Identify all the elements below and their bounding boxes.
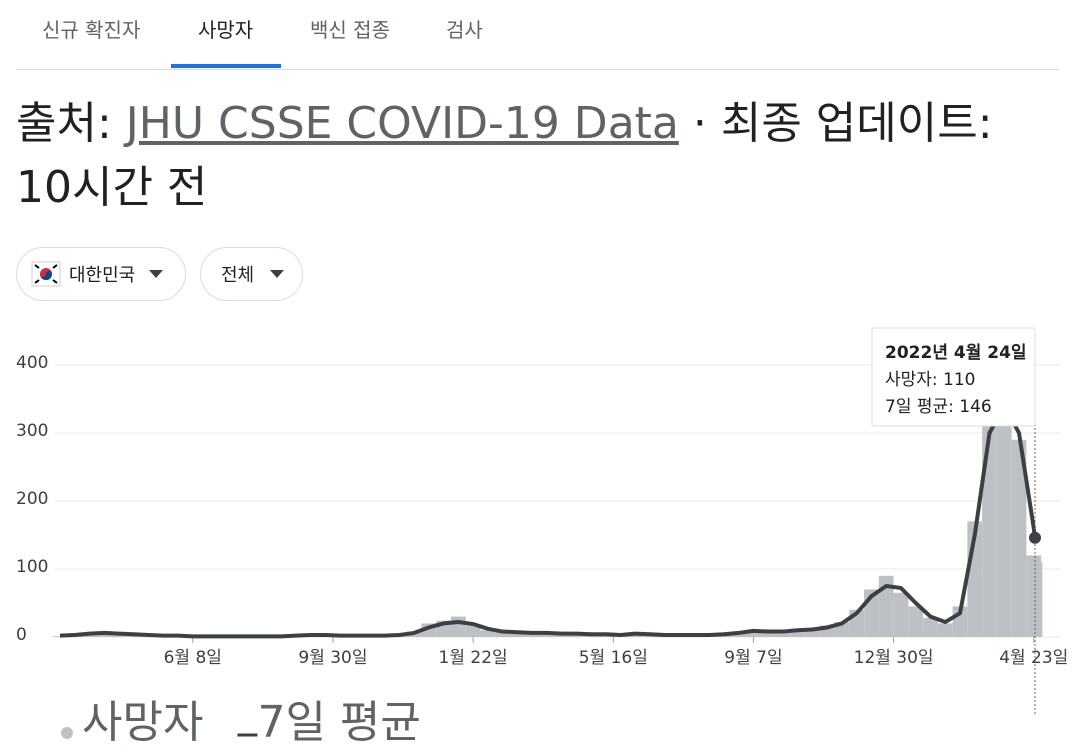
bar <box>495 630 510 637</box>
x-tick-label: 6월 8일 <box>164 648 222 668</box>
tab-indicator <box>171 64 281 68</box>
dropdown-arrow <box>270 270 285 278</box>
source-link[interactable]: JHU CSSE COVID-19 Data <box>125 98 679 149</box>
x-tick-label: 4월 23일 <box>999 648 1068 668</box>
hover-point <box>1029 531 1041 544</box>
bar <box>1011 439 1027 637</box>
bar <box>996 378 1012 637</box>
bar <box>775 630 791 637</box>
bar <box>819 625 835 637</box>
divider <box>16 69 1059 70</box>
filter-label: 전체 <box>221 265 255 286</box>
average-line <box>59 403 1037 639</box>
tooltip-title: 2022년 4월 24일 <box>885 343 1027 363</box>
source-prefix: 출처: <box>16 98 112 149</box>
bar <box>450 616 466 637</box>
x-tick-label: 9월 30일 <box>298 648 367 668</box>
source-suffix: · 최종 업데이트: 10시간 전 <box>16 98 993 213</box>
tab[interactable]: 신규 확진자 <box>42 18 141 42</box>
bar <box>937 623 953 637</box>
bar <box>52 636 68 637</box>
y-tick-label: 0 <box>16 625 27 645</box>
bar <box>746 629 761 637</box>
x-tick-label: 12월 30일 <box>854 648 934 668</box>
bar <box>908 606 924 637</box>
bar <box>539 633 555 637</box>
bar <box>893 592 909 637</box>
bar <box>878 575 894 637</box>
flag <box>31 261 61 287</box>
legend-label: 7일 평균 <box>257 697 420 748</box>
bar <box>480 630 496 637</box>
tab-selected[interactable]: 사망자 <box>198 18 254 42</box>
bar <box>554 634 570 637</box>
x-tick-label: 5월 16일 <box>579 648 648 668</box>
tooltip-row: 사망자: 110 <box>885 370 976 390</box>
bar <box>1027 562 1043 637</box>
dropdown-arrow <box>149 270 164 278</box>
y-tick-label: 300 <box>16 421 48 441</box>
legend-dot <box>61 727 73 739</box>
tooltip-box <box>871 327 1036 427</box>
tab[interactable]: 검사 <box>446 18 483 42</box>
y-tick-label: 400 <box>16 353 48 373</box>
x-tick-label: 9월 7일 <box>724 648 782 668</box>
bar <box>805 630 820 637</box>
y-tick-label: 200 <box>16 489 48 509</box>
range-filter[interactable]: 전체 <box>200 247 303 301</box>
country-filter[interactable]: 대한민국 <box>16 247 186 301</box>
x-tick-label: 1월 22일 <box>439 648 508 668</box>
source: 출처: JHU CSSE COVID-19 Data · 최종 업데이트: 10… <box>16 92 1056 220</box>
bar <box>760 632 776 637</box>
bar <box>790 628 806 637</box>
bar <box>465 625 481 637</box>
tooltip-row: 7일 평균: 146 <box>885 397 992 417</box>
bar <box>510 632 525 637</box>
filter-label: 대한민국 <box>69 265 136 286</box>
bar <box>923 617 938 637</box>
tab[interactable]: 백신 접종 <box>310 18 390 42</box>
y-tick-label: 100 <box>16 557 48 577</box>
legend-label: 사망자 <box>82 697 203 748</box>
